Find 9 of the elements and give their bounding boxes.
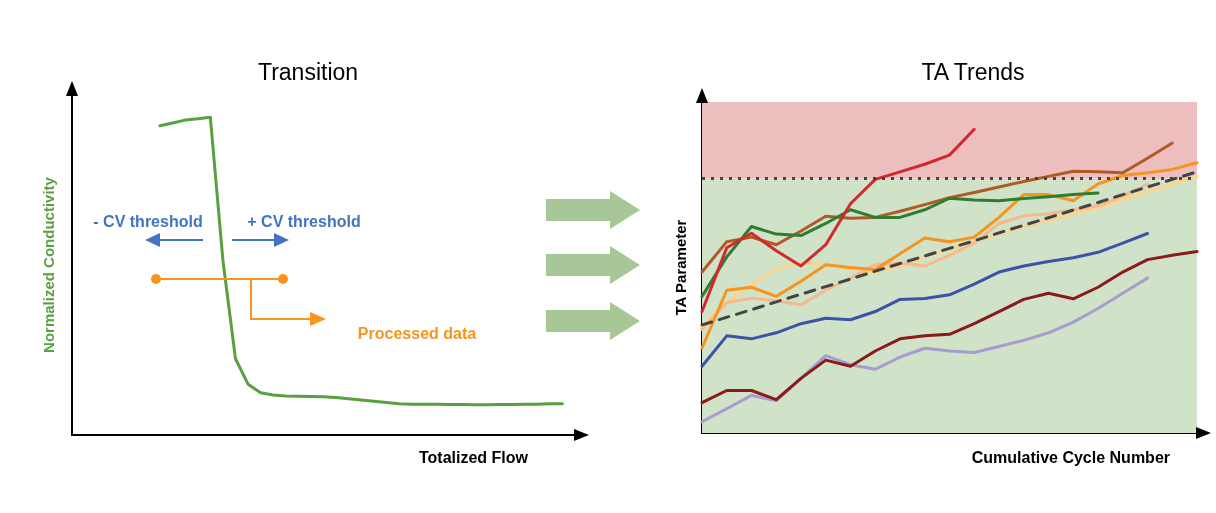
y-axis-title: Normalized Conductivity [40,176,57,353]
annotation: - CV threshold [93,212,203,230]
chart-title: Transition [257,58,359,85]
chart-title: TA Trends [921,58,1025,85]
x-axis-title: Totalized Flow [418,448,529,466]
annotation: Processed data [357,324,477,342]
y-axis-title: TA Parameter [672,219,689,316]
x-axis-title: Cumulative Cycle Number [971,448,1170,466]
annotation: + CV threshold [247,212,361,230]
